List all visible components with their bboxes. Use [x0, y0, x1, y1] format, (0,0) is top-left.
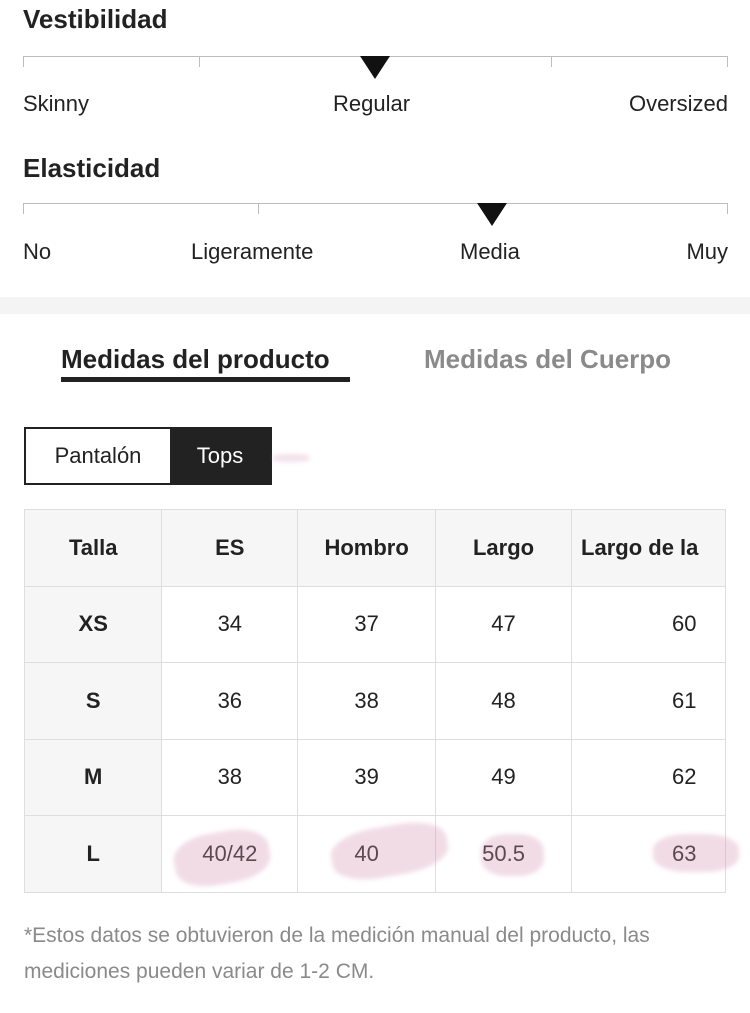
table-cell: 61 [571, 662, 726, 740]
elasticity-scale-line [23, 203, 728, 204]
table-cell: 38 [297, 662, 437, 740]
elasticity-label-ligeramente: Ligeramente [191, 239, 314, 264]
fit-tick [23, 56, 24, 67]
table-cell: 34 [161, 585, 299, 663]
elasticity-scale [23, 203, 728, 227]
toggle-tops[interactable]: Tops [170, 429, 270, 483]
size-label: M [24, 738, 163, 816]
table-cell: 63 [571, 815, 726, 893]
tab-product-measurements[interactable]: Medidas del producto [61, 344, 330, 374]
measurement-note: *Estos datos se obtuvieron de la medició… [24, 924, 650, 983]
elasticity-label-muy: Muy [686, 239, 728, 264]
fit-tick [727, 56, 728, 67]
elasticity-tick [258, 203, 259, 214]
fit-title: Vestibilidad [23, 4, 168, 34]
header-largo: Largo [435, 509, 573, 587]
elasticity-tick [727, 203, 728, 214]
highlight-mark [272, 454, 310, 462]
size-table: Talla ES Hombro Largo Largo de la XS 34 … [24, 509, 726, 893]
header-talla: Talla [24, 509, 163, 587]
section-divider [0, 297, 750, 314]
fit-labels: Skinny Regular Oversized [23, 91, 728, 121]
table-row: M 38 39 49 62 [24, 738, 726, 816]
table-cell: 48 [435, 662, 573, 740]
fit-scale [23, 56, 728, 80]
table-cell: 39 [297, 738, 437, 816]
table-row: L 40/42 40 50.5 63 [24, 815, 726, 893]
active-tab-underline [61, 377, 350, 382]
elasticity-labels: No Ligeramente Media Muy [23, 239, 728, 269]
elasticity-marker-icon [477, 203, 507, 226]
elasticity-title: Elasticidad [23, 153, 161, 183]
table-cell: 38 [161, 738, 299, 816]
size-label: L [24, 815, 163, 893]
header-largo-manga: Largo de la [571, 509, 726, 587]
table-cell: 49 [435, 738, 573, 816]
table-cell: 40/42 [161, 815, 299, 893]
table-row: XS 34 37 47 60 [24, 585, 726, 663]
fit-marker-icon [360, 56, 390, 79]
table-cell: 36 [161, 662, 299, 740]
table-cell: 37 [297, 585, 437, 663]
tab-body-measurements[interactable]: Medidas del Cuerpo [424, 344, 672, 374]
fit-label-regular: Regular [333, 91, 411, 116]
table-row: S 36 38 48 61 [24, 662, 726, 740]
fit-label-oversized: Oversized [628, 91, 728, 116]
table-header-row: Talla ES Hombro Largo Largo de la [24, 509, 726, 587]
elasticity-label-no: No [23, 239, 52, 264]
size-table-scroll[interactable]: Talla ES Hombro Largo Largo de la XS 34 … [24, 509, 726, 893]
table-cell: 40 [297, 815, 437, 893]
highlight-mark [653, 834, 739, 872]
table-cell: 50.5 [435, 815, 573, 893]
highlight-mark [481, 834, 544, 876]
table-cell: 60 [571, 585, 726, 663]
table-cell: 47 [435, 585, 573, 663]
header-hombro: Hombro [297, 509, 437, 587]
elasticity-label-media: Media [460, 239, 520, 264]
header-es: ES [161, 509, 299, 587]
fit-tick [199, 56, 200, 67]
size-label: S [24, 662, 163, 740]
fit-tick [551, 56, 552, 67]
toggle-pantalon[interactable]: Pantalón [26, 429, 170, 483]
table-cell: 62 [571, 738, 726, 816]
elasticity-tick [23, 203, 24, 214]
fit-label-skinny: Skinny [23, 91, 90, 116]
category-toggle: Pantalón Tops [24, 427, 272, 485]
size-label: XS [24, 585, 163, 663]
